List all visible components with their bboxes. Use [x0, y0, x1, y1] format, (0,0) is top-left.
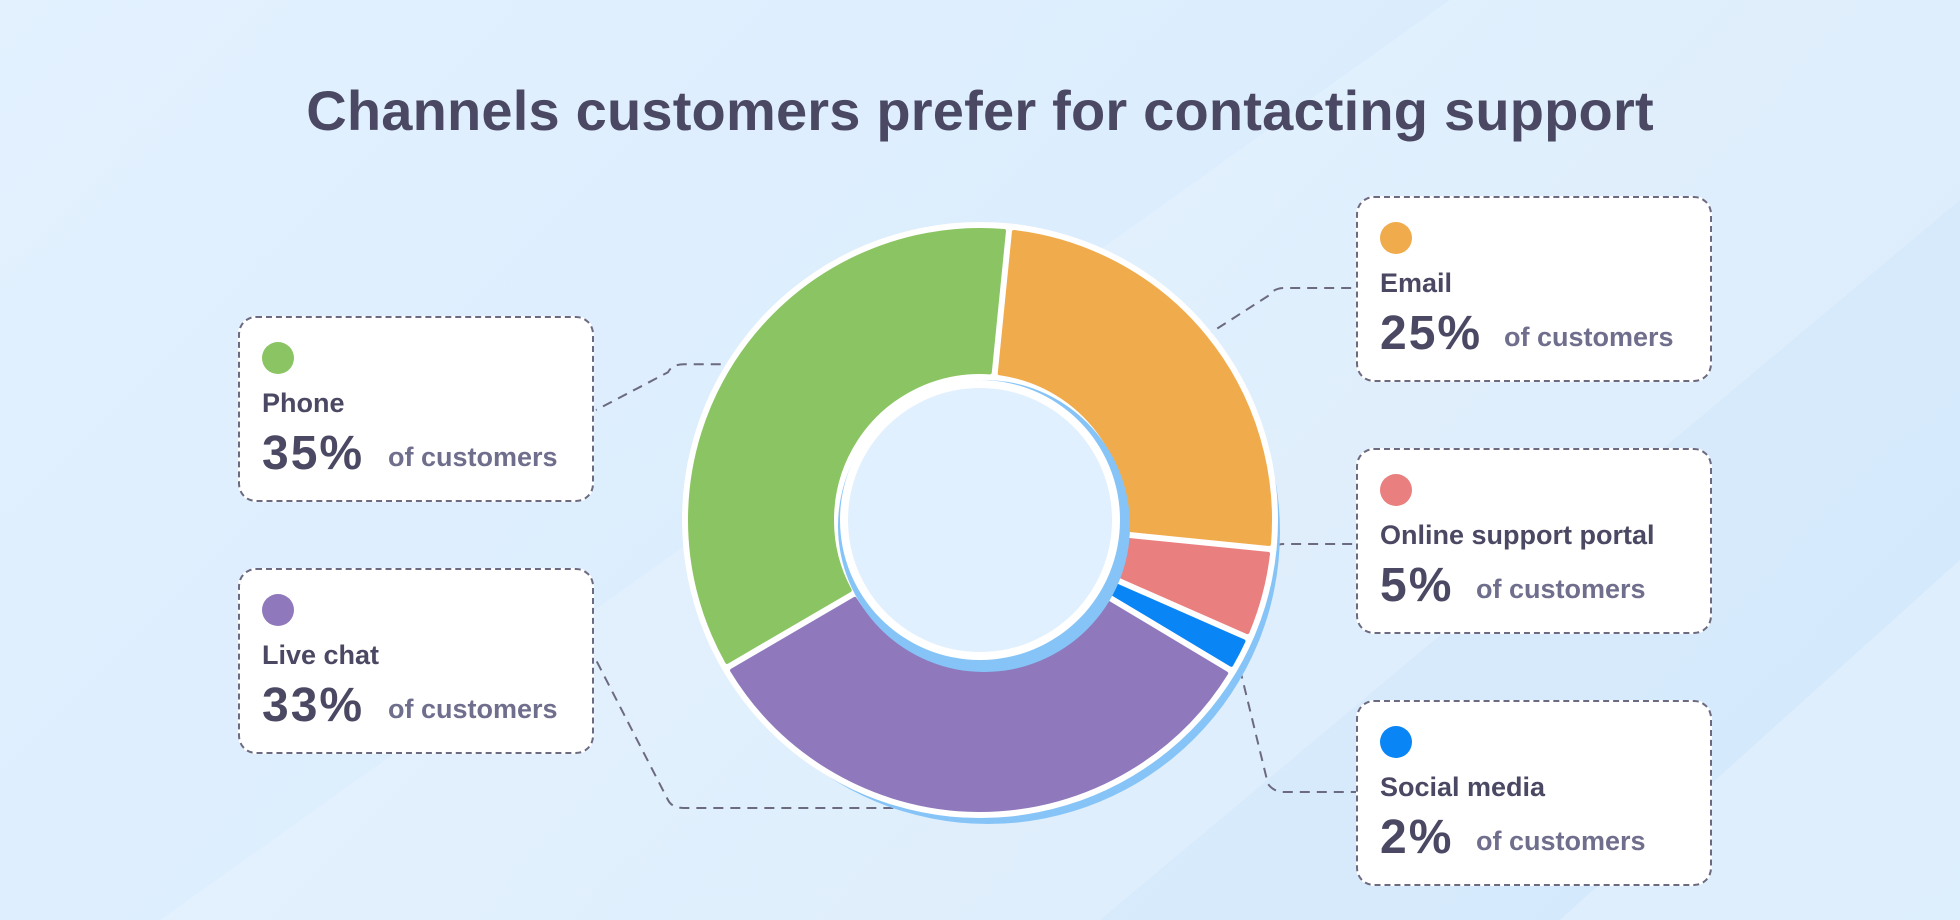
- legend-label-social-media: Social media: [1380, 772, 1546, 802]
- legend-card-live-chat: Live chat 33% of customers: [238, 568, 594, 754]
- legend-suffix-social-media: of customers: [1476, 826, 1646, 856]
- legend-card-phone: Phone 35% of customers: [238, 316, 594, 502]
- legend-suffix-online-support-portal: of customers: [1476, 574, 1646, 604]
- legend-label-phone: Phone: [262, 388, 345, 418]
- legend-card-online-support-portal: Online support portal 5% of customers: [1356, 448, 1712, 634]
- legend-suffix-phone: of customers: [388, 442, 558, 472]
- legend-value-phone: 35%: [262, 427, 365, 480]
- connector-social-media: [1234, 651, 1356, 793]
- connector-live-chat: [595, 659, 979, 809]
- connector-phone: [595, 363, 738, 411]
- legend-card-email: Email 25% of customers: [1356, 196, 1712, 382]
- legend-value-email: 25%: [1380, 307, 1483, 360]
- legend-value-live-chat: 33%: [262, 679, 365, 732]
- legend-label-online-support-portal: Online support portal: [1380, 520, 1655, 550]
- connector-email: [1202, 287, 1356, 339]
- slice-phone: [688, 228, 1006, 664]
- legend-dot-email: [1380, 222, 1412, 254]
- legend-dot-live-chat: [262, 594, 294, 626]
- legend-value-social-media: 2%: [1380, 811, 1454, 864]
- chart-title: Channels customers prefer for contacting…: [306, 79, 1654, 142]
- donut-ring: [682, 222, 1280, 824]
- legend-suffix-live-chat: of customers: [388, 694, 558, 724]
- legend-dot-online-support-portal: [1380, 474, 1412, 506]
- legend-label-email: Email: [1380, 268, 1453, 298]
- legend-value-online-support-portal: 5%: [1380, 559, 1454, 612]
- legend-dot-social-media: [1380, 726, 1412, 758]
- donut-hole: [848, 388, 1112, 652]
- legend-label-live-chat: Live chat: [262, 640, 380, 670]
- legend-suffix-email: of customers: [1504, 322, 1674, 352]
- legend-card-social-media: Social media 2% of customers: [1356, 700, 1712, 886]
- legend-dot-phone: [262, 342, 294, 374]
- slice-email: [997, 229, 1272, 546]
